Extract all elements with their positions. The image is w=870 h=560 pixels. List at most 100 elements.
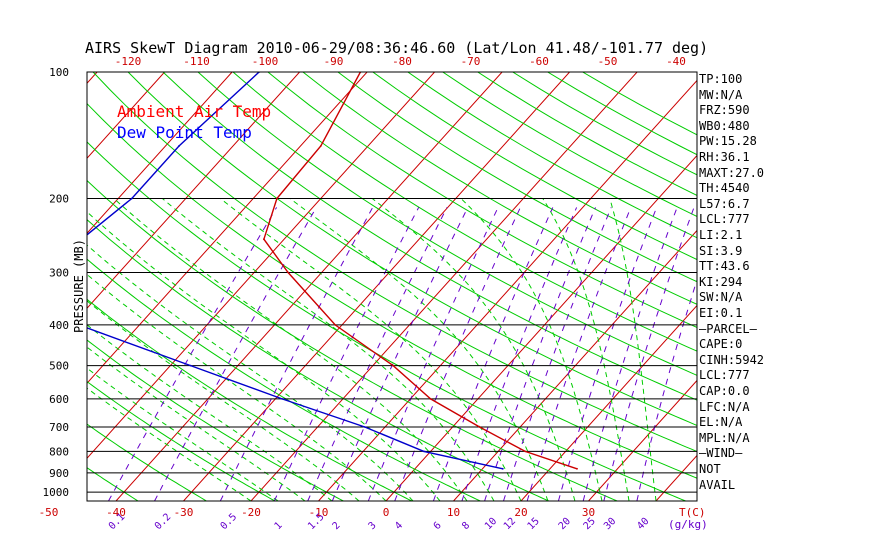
x-bottom-tick-label: 0 [383,506,390,519]
stability-index-item: EI:0.1 [699,306,743,320]
x-top-tick-label: -70 [461,55,481,68]
dry-adiabat-line [232,72,697,352]
isotherm-line [385,154,697,501]
stability-index-item: TH:4540 [699,181,750,196]
x-bottom-tick-label: 10 [447,506,460,519]
stability-index-item: RH:36.1 [699,150,750,164]
x-top-tick-label: -40 [666,55,686,68]
moist-adiabat-line [87,244,414,501]
stability-index-item: NOT [699,462,721,476]
mixing-ratio-line [219,207,374,501]
y-tick-label: 700 [49,421,69,434]
dry-adiabat-line [162,72,697,401]
x-bottom-tick-label: -50 [39,506,59,519]
dry-adiabat-line [87,423,207,501]
dry-adiabat-line [0,72,1,501]
mixing-ratio-line [432,207,554,501]
stability-index-item: LFC:N/A [699,399,750,414]
x-bottom-tick-label: -30 [174,506,194,519]
isotherm-line [87,72,233,234]
isotherm-line [87,72,368,384]
isotherm-line [115,72,503,501]
stability-index-item: WB0:480 [699,118,750,133]
plot-frame [86,71,698,502]
ambient-air-temp-point [392,364,394,367]
moist-adiabat-line [87,324,333,501]
dew-point-temp-point [363,426,366,428]
legend-ambient-air-temp: Ambient Air Temp [117,102,271,121]
mixing-ratio-line [367,207,499,501]
isotherm-line [588,379,697,501]
dry-adiabat-line [267,72,697,329]
x-bottom-tick-label: 30 [582,506,595,519]
dew-point-temp-point [501,467,504,470]
x-top-tick-label: -60 [529,55,549,68]
ambient-air-temp-point [478,426,481,428]
mixing-ratio-line [394,207,521,501]
y-tick-label: 800 [49,445,69,458]
ambient-air-temp-point [576,467,578,470]
ambient-air-temp-point [319,145,322,147]
dry-adiabat-line [197,72,697,376]
mixing-ratio-line [603,207,695,501]
stability-index-item: TP:100 [699,72,743,86]
stability-index-item: L57:6.7 [699,196,750,211]
mixing-ratio-line [461,207,578,501]
mixing-ratio-line [484,207,596,501]
dry-adiabat-line [87,380,276,501]
stability-index-item: MAXT:27.0 [699,165,765,180]
mixing-ratio-label: 30 [602,516,618,532]
y-tick-label: 100 [49,66,69,79]
mixing-ratio-label: 40 [635,516,651,532]
dry-adiabat-line [127,72,697,426]
stability-index-item: CAPE:0 [699,337,743,352]
x-bottom-tick-label: 20 [514,506,527,519]
moist-adiabat-line [219,198,522,501]
ambient-air-temp-point [276,197,278,200]
mixing-ratio-line [273,207,420,501]
stability-index-item: SW:N/A [699,290,743,305]
moist-adiabat-line [609,198,657,501]
x-top-tick-label: -80 [392,55,412,68]
moist-adiabat-line [87,387,252,501]
mixing-ratio-label: 0.5 [219,512,240,533]
moist-adiabat-line [113,198,468,501]
stability-index-item: MPL:N/A [699,430,750,445]
dry-adiabat-line [87,298,413,501]
x-bottom-tick-label: -40 [106,506,126,519]
moist-adiabat-line [460,198,603,501]
y-tick-label: 400 [49,319,69,332]
isotherm-line [250,72,638,501]
stability-index-item: LCL:777 [699,368,750,383]
stability-index-item: —PARCEL— [699,321,757,336]
isotherm-line [453,229,697,501]
dry-adiabat-line [477,72,697,197]
stability-index-item: KI:294 [699,274,743,289]
legend-dew-point-temp: Dew Point Temp [117,123,252,142]
moist-adiabat-line [87,211,441,501]
moist-adiabat-line [87,346,306,501]
mixing-ratio-label: 1 [273,520,285,532]
isotherm-line [859,72,870,501]
stability-index-item: LCL:777 [699,212,750,227]
mixing-ratio-label: 20 [557,516,573,532]
mixing-ratio-unit: (g/kg) [668,518,708,531]
isotherm-line [87,72,165,159]
y-tick-label: 500 [49,360,69,373]
mixing-ratio-line [557,207,658,501]
y-tick-label: 600 [49,393,69,406]
dry-adiabat-line [87,467,139,501]
dry-adiabat-line [87,179,618,501]
dew-point-temp-point [281,398,283,400]
mixing-ratio-line [154,207,317,501]
x-top-tick-label: -110 [183,55,210,68]
mixing-ratio-label: 8 [460,520,472,532]
chart-title: AIRS SkewT Diagram 2010-06-29/08:36:46.6… [85,39,708,57]
stability-index-item: TT:43.6 [699,259,750,274]
mixing-ratio-line [108,207,278,501]
stability-index-item: SI:3.9 [699,243,743,258]
moist-adiabat-line [371,198,576,501]
mixing-ratio-line [503,207,612,501]
dry-adiabat-line [0,72,70,501]
stability-index-item: FRZ:590 [699,103,750,118]
